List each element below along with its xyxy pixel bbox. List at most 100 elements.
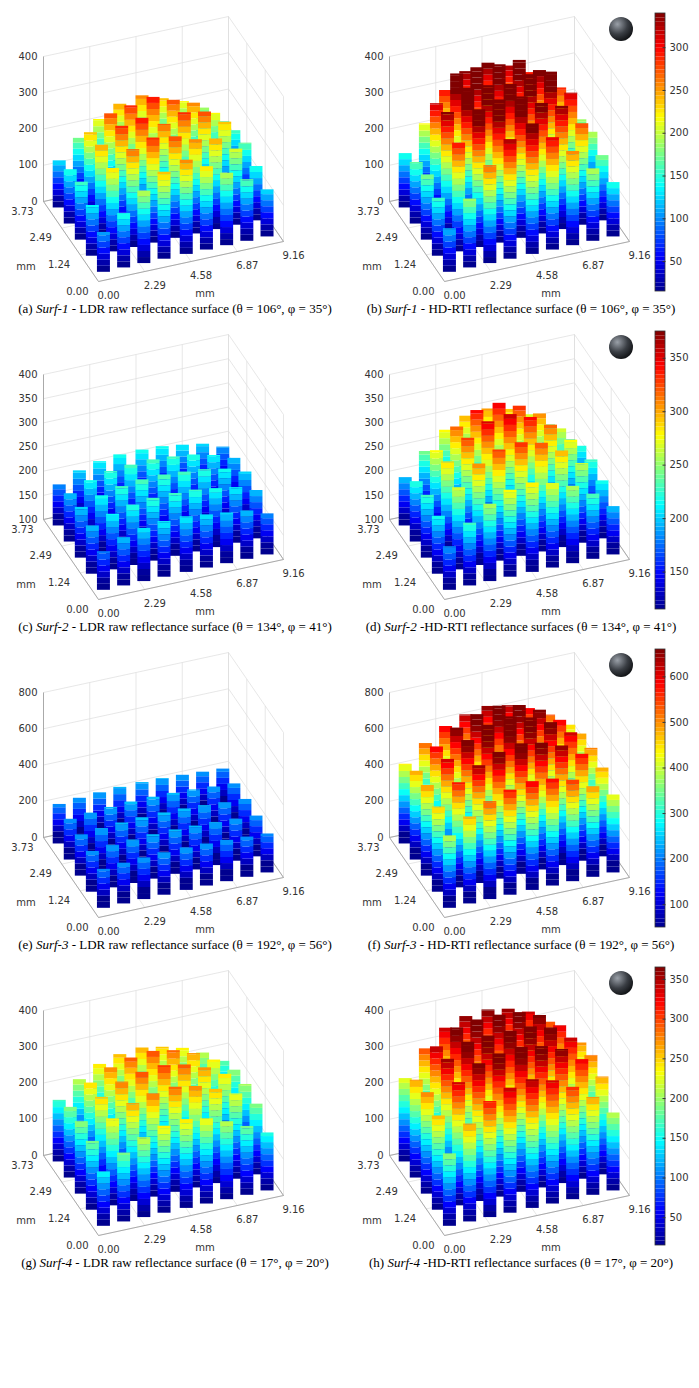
svg-text:9.16: 9.16 bbox=[628, 1204, 650, 1215]
svg-text:0.00: 0.00 bbox=[443, 290, 465, 301]
svg-text:9.16: 9.16 bbox=[282, 250, 304, 261]
svg-text:0.00: 0.00 bbox=[66, 1240, 88, 1251]
svg-text:350: 350 bbox=[670, 352, 689, 363]
svg-text:0: 0 bbox=[377, 196, 383, 207]
svg-text:100: 100 bbox=[670, 1172, 689, 1183]
svg-text:150: 150 bbox=[18, 490, 37, 501]
svg-text:4.58: 4.58 bbox=[190, 588, 212, 599]
svg-text:mm: mm bbox=[195, 924, 214, 935]
svg-text:3.73: 3.73 bbox=[357, 206, 379, 217]
svg-text:0.00: 0.00 bbox=[97, 608, 119, 619]
svg-text:100: 100 bbox=[364, 1113, 383, 1124]
svg-text:0.00: 0.00 bbox=[97, 290, 119, 301]
svg-text:mm: mm bbox=[16, 1215, 35, 1226]
svg-text:2.29: 2.29 bbox=[490, 916, 512, 927]
svg-text:1.24: 1.24 bbox=[48, 895, 70, 906]
svg-text:4.58: 4.58 bbox=[536, 1224, 558, 1235]
svg-text:500: 500 bbox=[670, 717, 689, 728]
svg-text:150: 150 bbox=[670, 566, 689, 577]
svg-text:mm: mm bbox=[362, 261, 381, 272]
svg-text:6.87: 6.87 bbox=[582, 260, 604, 271]
svg-text:300: 300 bbox=[670, 1013, 689, 1024]
svg-text:100: 100 bbox=[18, 514, 37, 525]
svg-text:800: 800 bbox=[364, 687, 383, 698]
svg-text:1.24: 1.24 bbox=[48, 1213, 70, 1224]
svg-text:mm: mm bbox=[362, 579, 381, 590]
svg-text:250: 250 bbox=[364, 441, 383, 452]
svg-text:100: 100 bbox=[364, 514, 383, 525]
svg-text:200: 200 bbox=[670, 1093, 689, 1104]
svg-text:400: 400 bbox=[364, 1005, 383, 1016]
svg-text:mm: mm bbox=[195, 288, 214, 299]
svg-text:200: 200 bbox=[670, 513, 689, 524]
svg-text:3.73: 3.73 bbox=[357, 524, 379, 535]
svg-text:6.87: 6.87 bbox=[236, 578, 258, 589]
svg-text:600: 600 bbox=[364, 723, 383, 734]
svg-text:0: 0 bbox=[377, 832, 383, 843]
svg-text:mm: mm bbox=[195, 1242, 214, 1253]
svg-text:1.24: 1.24 bbox=[394, 577, 416, 588]
svg-text:4.58: 4.58 bbox=[190, 1224, 212, 1235]
svg-text:0.00: 0.00 bbox=[412, 922, 434, 933]
svg-text:3.73: 3.73 bbox=[11, 524, 33, 535]
svg-text:100: 100 bbox=[670, 213, 689, 224]
svg-text:300: 300 bbox=[364, 1041, 383, 1052]
svg-text:0.00: 0.00 bbox=[66, 604, 88, 615]
svg-text:150: 150 bbox=[364, 490, 383, 501]
svg-text:0: 0 bbox=[31, 832, 37, 843]
svg-text:350: 350 bbox=[364, 393, 383, 404]
svg-text:mm: mm bbox=[16, 261, 35, 272]
svg-text:200: 200 bbox=[18, 795, 37, 806]
svg-text:2.29: 2.29 bbox=[144, 1234, 166, 1245]
svg-text:3.73: 3.73 bbox=[11, 842, 33, 853]
svg-text:250: 250 bbox=[670, 1053, 689, 1064]
svg-text:400: 400 bbox=[364, 369, 383, 380]
svg-text:0: 0 bbox=[31, 1150, 37, 1161]
svg-text:150: 150 bbox=[670, 170, 689, 181]
svg-text:1.24: 1.24 bbox=[394, 1213, 416, 1224]
svg-text:2.49: 2.49 bbox=[30, 1186, 52, 1197]
svg-text:2.49: 2.49 bbox=[30, 232, 52, 243]
svg-text:1.24: 1.24 bbox=[48, 259, 70, 270]
svg-text:100: 100 bbox=[364, 159, 383, 170]
svg-text:0.00: 0.00 bbox=[443, 1244, 465, 1255]
svg-text:6.87: 6.87 bbox=[582, 578, 604, 589]
svg-text:mm: mm bbox=[16, 897, 35, 908]
svg-text:200: 200 bbox=[18, 465, 37, 476]
svg-text:0: 0 bbox=[31, 196, 37, 207]
svg-text:300: 300 bbox=[18, 87, 37, 98]
svg-text:mm: mm bbox=[195, 606, 214, 617]
svg-text:350: 350 bbox=[670, 974, 689, 985]
svg-text:400: 400 bbox=[364, 759, 383, 770]
svg-text:50: 50 bbox=[670, 1212, 683, 1223]
svg-text:2.29: 2.29 bbox=[144, 916, 166, 927]
svg-text:6.87: 6.87 bbox=[236, 1214, 258, 1225]
svg-text:250: 250 bbox=[670, 459, 689, 470]
svg-text:300: 300 bbox=[670, 42, 689, 53]
svg-text:2.49: 2.49 bbox=[376, 232, 398, 243]
svg-text:400: 400 bbox=[18, 51, 37, 62]
svg-text:6.87: 6.87 bbox=[236, 260, 258, 271]
svg-text:mm: mm bbox=[541, 606, 560, 617]
svg-text:300: 300 bbox=[670, 808, 689, 819]
svg-text:250: 250 bbox=[670, 85, 689, 96]
svg-text:3.73: 3.73 bbox=[11, 206, 33, 217]
svg-text:2.49: 2.49 bbox=[376, 550, 398, 561]
svg-text:200: 200 bbox=[670, 127, 689, 138]
svg-text:200: 200 bbox=[364, 465, 383, 476]
svg-text:400: 400 bbox=[18, 369, 37, 380]
svg-text:9.16: 9.16 bbox=[282, 568, 304, 579]
svg-text:0.00: 0.00 bbox=[97, 1244, 119, 1255]
svg-text:200: 200 bbox=[364, 123, 383, 134]
svg-text:9.16: 9.16 bbox=[282, 886, 304, 897]
svg-text:2.29: 2.29 bbox=[144, 598, 166, 609]
svg-text:100: 100 bbox=[670, 899, 689, 910]
svg-text:0.00: 0.00 bbox=[443, 608, 465, 619]
svg-text:6.87: 6.87 bbox=[582, 1214, 604, 1225]
svg-text:0.00: 0.00 bbox=[97, 926, 119, 937]
svg-text:50: 50 bbox=[670, 256, 683, 267]
svg-text:0.00: 0.00 bbox=[66, 922, 88, 933]
svg-text:200: 200 bbox=[18, 1077, 37, 1088]
svg-text:150: 150 bbox=[670, 1132, 689, 1143]
svg-text:2.29: 2.29 bbox=[490, 598, 512, 609]
